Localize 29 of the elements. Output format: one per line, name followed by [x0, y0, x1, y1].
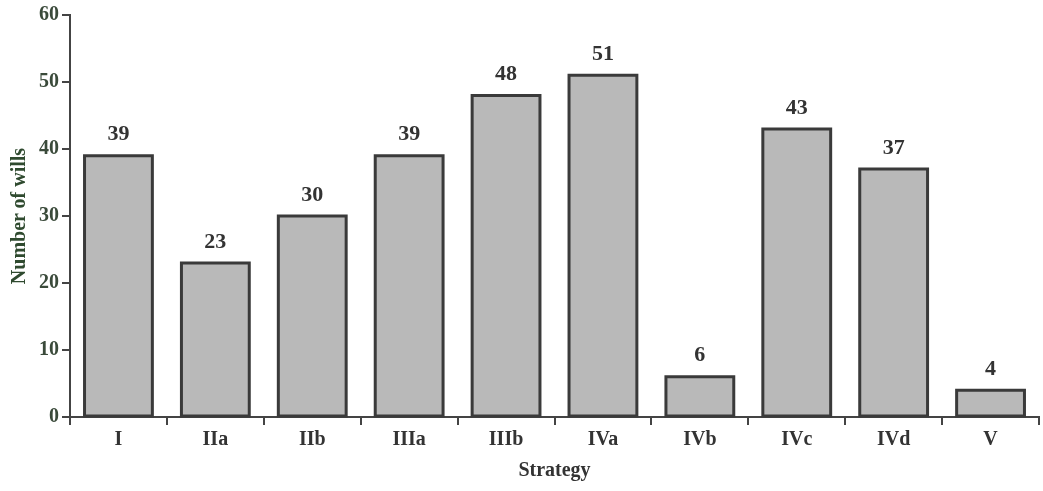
x-tick-label: IIb [298, 427, 326, 450]
y-tick-label: 20 [39, 270, 59, 293]
x-tick-label: I [114, 427, 123, 450]
y-tick-label: 30 [39, 203, 59, 226]
data-label: 6 [694, 341, 706, 367]
x-tick-label: IIIa [392, 427, 426, 450]
data-label: 51 [591, 39, 614, 65]
x-axis-title: Strategy [518, 458, 591, 482]
x-tick-label: IIIb [488, 427, 524, 450]
data-label: 37 [882, 133, 905, 159]
y-tick-label: 50 [39, 69, 59, 92]
data-label: 30 [301, 180, 324, 206]
data-label: 48 [495, 60, 518, 86]
y-axis-title: Number of wills [7, 147, 30, 285]
y-tick-label: 10 [39, 337, 59, 360]
data-label: 23 [204, 227, 227, 253]
x-tick-label: IVa [587, 427, 619, 450]
y-tick-label: 60 [39, 2, 59, 25]
data-label: 4 [985, 354, 997, 380]
x-tick-label: V [983, 427, 999, 450]
x-tick-label: IVb [683, 427, 717, 450]
x-tick-label: IIa [202, 427, 229, 450]
x-tick-label: IVd [876, 427, 911, 450]
data-label: 43 [785, 93, 808, 119]
y-tick-label: 40 [39, 136, 59, 159]
data-label: 39 [398, 120, 421, 146]
x-tick-label: IVc [781, 427, 813, 450]
data-label: 39 [107, 120, 130, 146]
y-tick-label: 0 [49, 404, 59, 427]
